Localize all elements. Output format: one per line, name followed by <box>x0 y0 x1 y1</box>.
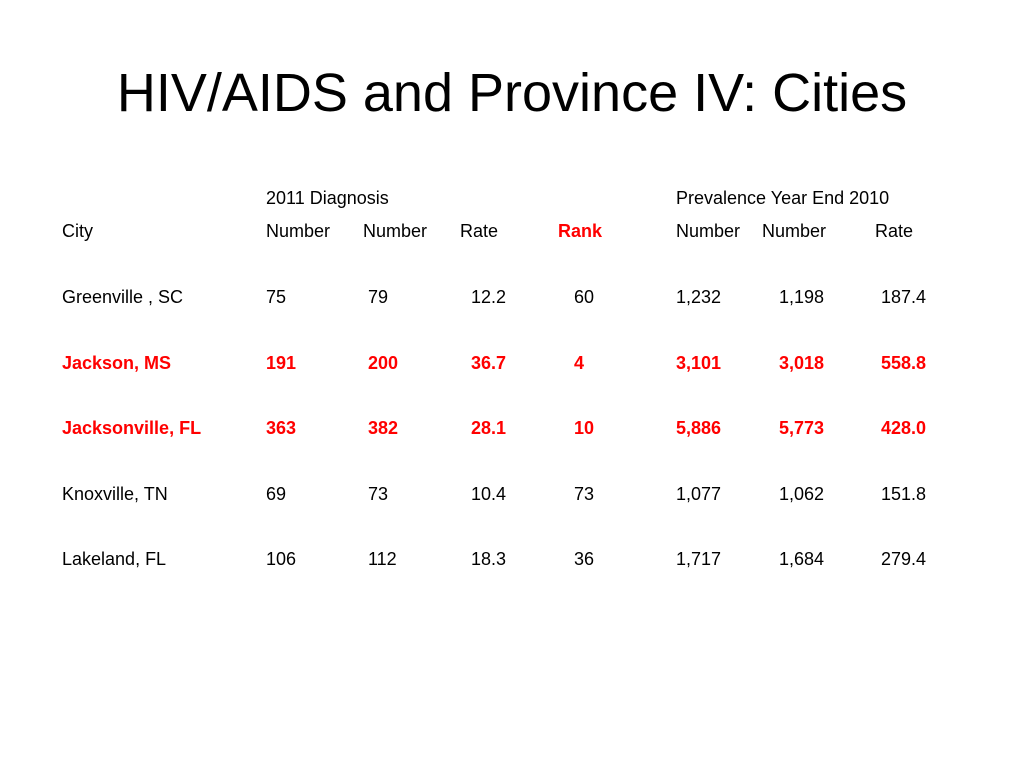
cell-prev-number-1: 5,886 <box>676 418 722 438</box>
cell-prev-number-1: 1,232 <box>676 287 722 307</box>
cell-prev-number-2: 3,018 <box>779 353 825 373</box>
cell-prev-rate: 187.4 <box>881 287 927 307</box>
cell-dx-number-2: 382 <box>368 418 399 438</box>
cell-dx-number-2: 73 <box>368 484 389 504</box>
column-header-dx-rate: Rate <box>460 221 499 241</box>
cell-dx-rate: 10.4 <box>471 484 507 504</box>
cell-rank: 4 <box>574 353 585 373</box>
cell-prev-number-2: 1,062 <box>779 484 825 504</box>
cell-rank: 10 <box>574 418 595 438</box>
cell-prev-rate: 558.8 <box>881 353 927 373</box>
cell-dx-rate: 12.2 <box>471 287 507 307</box>
cell-prev-rate: 428.0 <box>881 418 927 438</box>
cell-prev-number-1: 1,077 <box>676 484 722 504</box>
diagnosis-group-header: 2011 Diagnosis <box>266 188 389 208</box>
cell-city: Lakeland, FL <box>62 549 167 569</box>
cell-dx-rate: 28.1 <box>471 418 507 438</box>
cell-dx-number-1: 75 <box>266 287 287 307</box>
cell-rank: 60 <box>574 287 595 307</box>
cell-prev-number-1: 3,101 <box>676 353 722 373</box>
slide-title: HIV/AIDS and Province IV: Cities <box>116 63 908 123</box>
column-header-prev-number-2: Number <box>762 221 827 241</box>
cell-prev-rate: 151.8 <box>881 484 927 504</box>
cell-rank: 73 <box>574 484 595 504</box>
cell-dx-number-2: 112 <box>368 549 397 569</box>
cell-city: Knoxville, TN <box>62 484 168 504</box>
cell-dx-rate: 18.3 <box>471 549 507 569</box>
cell-city: Jacksonville, FL <box>62 418 202 438</box>
cell-prev-number-1: 1,717 <box>676 549 722 569</box>
column-header-rank: Rank <box>558 221 603 241</box>
cell-dx-number-1: 363 <box>266 418 297 438</box>
column-header-dx-number-2: Number <box>363 221 428 241</box>
column-header-city: City <box>62 221 93 241</box>
cell-rank: 36 <box>574 549 595 569</box>
cell-dx-number-1: 69 <box>266 484 287 504</box>
cell-dx-number-1: 106 <box>266 549 297 569</box>
cell-dx-number-2: 79 <box>368 287 389 307</box>
cell-prev-number-2: 5,773 <box>779 418 825 438</box>
prevalence-group-header: Prevalence Year End 2010 <box>676 188 890 208</box>
column-header-prev-number-1: Number <box>676 221 741 241</box>
cell-prev-number-2: 1,684 <box>779 549 825 569</box>
column-header-dx-number-1: Number <box>266 221 331 241</box>
cell-dx-number-2: 200 <box>368 353 399 373</box>
cell-city: Greenville , SC <box>62 287 184 307</box>
cell-prev-rate: 279.4 <box>881 549 927 569</box>
cell-dx-number-1: 191 <box>266 353 297 373</box>
cell-city: Jackson, MS <box>62 353 172 373</box>
column-header-prev-rate: Rate <box>875 221 914 241</box>
cell-prev-number-2: 1,198 <box>779 287 825 307</box>
cell-dx-rate: 36.7 <box>471 353 507 373</box>
